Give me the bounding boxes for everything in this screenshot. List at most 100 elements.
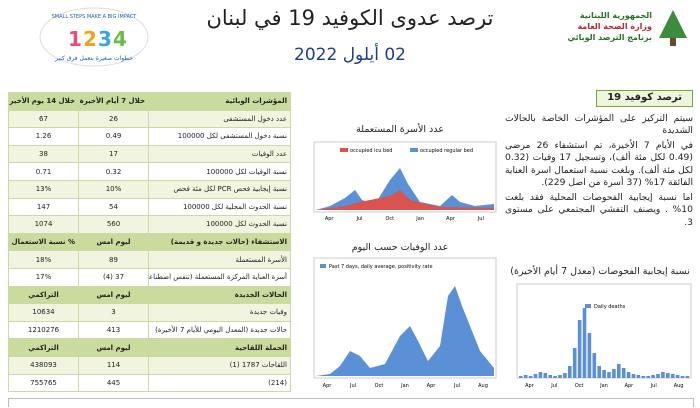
decor-bar <box>519 376 523 378</box>
axis-month: Jan <box>400 383 409 389</box>
axis-month: Jul <box>453 383 460 389</box>
decor-bar <box>661 372 665 378</box>
decor-bar <box>538 372 543 378</box>
section-header: الاستشفاء (حالات جديدة و قديمة) ليوم امس%… <box>8 232 291 252</box>
header-cell: التراكمي <box>8 338 79 357</box>
decor-bar <box>592 353 597 378</box>
cell: 17% <box>8 267 79 287</box>
axis-month: Jul <box>550 383 557 389</box>
section-header: الحالات الجديدة ليوم امس التراكمي <box>8 285 291 305</box>
decor-bar <box>646 376 650 378</box>
axis-month: Oct <box>575 383 584 389</box>
section-header: الحملة اللقاحية ليوم امس التراكمي <box>8 338 291 357</box>
cell: 755765 <box>8 373 79 393</box>
ministry-line: برنامج الترصد الوبائي <box>567 33 652 42</box>
decor-bar <box>558 375 562 378</box>
deaths-chart: Daily deaths Apr Jul Oct Jan Apr Jul Aug <box>516 283 692 389</box>
table-row: نسبة دخول المستشفى لكل 100000 0.49 1.26 <box>8 127 291 146</box>
cell: وفيات جديدة <box>148 303 291 322</box>
cell: 37 (4) <box>78 267 149 287</box>
table-row: اللقاحات 1787 (1) 114 438093 <box>8 355 291 375</box>
cedar-logo <box>659 10 687 46</box>
summary-heading: ترصد كوفيد 19 <box>596 90 693 107</box>
header-cell: % نسبة الاستعمال <box>8 232 79 252</box>
cell: 38 <box>8 144 79 164</box>
cell: 438093 <box>8 355 79 375</box>
svg-text:2: 2 <box>83 27 97 51</box>
cell: نسبة الحدوث المحلية لكل 100000 <box>148 197 291 217</box>
title: ترصد عدوى الكوفيد 19 في لبنان <box>206 6 494 30</box>
date: 02 أيلول 2022 <box>294 45 406 65</box>
table-row: عدد دخول المستشفى 26 67 <box>8 109 291 129</box>
cell: 114 <box>78 355 149 375</box>
axis-month: Jul <box>477 216 484 222</box>
table-row: نسبة إيجابية فحص PCR لكل مئة فحص 10% 13% <box>8 179 291 199</box>
decor-bar <box>548 375 552 378</box>
cell: 26 <box>78 109 149 129</box>
cell: 0.71 <box>8 162 79 181</box>
table-row: (214) 445 755765 <box>8 373 291 393</box>
chart-title: عدد الأسرة المستعملة <box>356 124 444 135</box>
cell: 18% <box>8 250 79 269</box>
decor-bar <box>602 370 606 378</box>
axis-month: Aug <box>478 383 488 389</box>
decor-bar <box>626 372 631 378</box>
summary: ترصد كوفيد 19 سيتم التركيز على المؤشرات ا… <box>505 90 693 262</box>
cell: 1.26 <box>8 127 79 146</box>
header-cell: خلال 14 يوم الأخيرة <box>8 92 79 111</box>
table-row: حالات جديدة (المعدل اليومي للأيام 7 الأخ… <box>8 320 291 340</box>
axis-month: Apr <box>625 383 635 389</box>
cell: نسبة الحدوث لكل 100000 <box>148 215 291 234</box>
decor-bar <box>582 308 587 378</box>
summary-paragraph: اما نسبة إيجابية الفحوصات المحلية فقد بل… <box>505 191 693 228</box>
decor-bar <box>523 375 528 378</box>
chart-title: نسبة إيجابية الفحوصات (معدل 7 أيام الأخي… <box>510 266 690 277</box>
beds-chart: occupied icu bed occupied regular bed Ap… <box>313 141 497 222</box>
header-cell: الحملة اللقاحية <box>148 338 291 357</box>
axis-month: Jan <box>599 383 608 389</box>
cell: حالات جديدة (المعدل اليومي للأيام 7 الأخ… <box>148 320 291 340</box>
table-row: وفيات جديدة 3 10634 <box>8 303 291 322</box>
cell: نسبة الوفيات لكل 100000 <box>148 162 291 181</box>
cell: 89 <box>78 250 149 269</box>
axis-month: Apr <box>446 216 456 222</box>
ministry-line: وزارة الصحة العامة <box>577 22 652 31</box>
decor-bar <box>612 369 616 378</box>
header-cell: الحالات الجديدة <box>148 285 291 305</box>
logo-slogan-en: SMALL STEPS MAKE A BIG IMPACT <box>52 14 138 20</box>
cell: 0.32 <box>78 162 149 181</box>
axis-month: Jul <box>349 383 356 389</box>
header-cell: الاستشفاء (حالات جديدة و قديمة) <box>148 232 291 252</box>
cell: 1210276 <box>8 320 79 340</box>
section-header: المؤشرات الوبائية خلال 7 أيام الأخيرة خلال… <box>8 92 291 111</box>
cell: أسرة العناية المركزة المستعملة (تنفس اصط… <box>148 267 291 287</box>
axis-month: Aug <box>674 383 684 389</box>
cell: 0.49 <box>78 127 149 146</box>
cell: 445 <box>78 373 149 393</box>
axis-month: Apr <box>427 383 437 389</box>
cell: 67 <box>8 109 79 129</box>
decor-bar <box>666 373 670 378</box>
axis-month: Oct <box>375 383 384 389</box>
table-row: نسبة الحدوث المحلية لكل 100000 54 147 <box>8 197 291 217</box>
cell: عدد الوفيات <box>148 144 291 164</box>
header-cell: ليوم امس <box>78 285 149 305</box>
cell: 1074 <box>8 215 79 234</box>
axis-month: Apr <box>323 383 333 389</box>
cell: الأسرة المستعملة <box>148 250 291 269</box>
decor-bar <box>621 368 626 378</box>
chart-title: عدد الوفيات حسب اليوم <box>351 242 449 253</box>
decor-bar <box>641 376 646 378</box>
ministry-line: الجمهورية اللبنانية <box>579 11 652 20</box>
header-cell: خلال 7 أيام الأخيرة <box>78 92 149 111</box>
axis-month: Apr <box>325 216 335 222</box>
summary-paragraph: سيتم التركيز على المؤشرات الخاصة بالحالا… <box>505 112 693 137</box>
svg-text:1: 1 <box>68 27 82 51</box>
indicator-table: المؤشرات الوبائية خلال 7 أيام الأخيرة خلال… <box>8 92 291 393</box>
axis-month: Apr <box>525 383 535 389</box>
cell: 413 <box>78 320 149 340</box>
summary-paragraph: في الأيام 7 الأخيرة، تم استشفاء 26 مرضى … <box>505 139 693 189</box>
cell: نسبة إيجابية فحص PCR لكل مئة فحص <box>148 179 291 199</box>
cell: 13% <box>8 179 79 199</box>
positivity-chart: Past 7 days, daily average, positivity r… <box>313 257 497 389</box>
